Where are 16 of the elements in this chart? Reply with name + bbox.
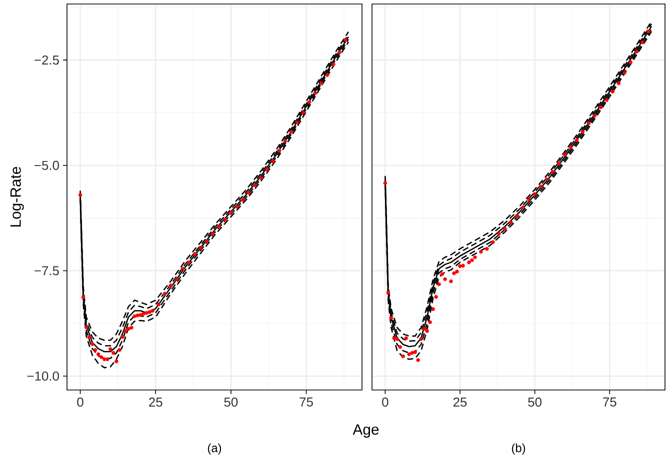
y-tick-label: −10.0 bbox=[27, 372, 59, 381]
x-tick-label: 50 bbox=[224, 398, 238, 407]
x-tick-label: 75 bbox=[603, 398, 616, 407]
x-tick-label: 0 bbox=[382, 398, 388, 407]
y-tick-label: −2.5 bbox=[34, 55, 59, 65]
x-axis-title: Age bbox=[352, 424, 379, 438]
text: (a) bbox=[208, 443, 222, 455]
text: (b) bbox=[512, 443, 526, 455]
x-tick-label: 25 bbox=[453, 398, 467, 407]
y-axis-title: Log-Rate bbox=[10, 166, 24, 227]
x-tick-label: 25 bbox=[149, 398, 162, 407]
x-tick-label: 0 bbox=[77, 398, 84, 407]
x-tick-label: 50 bbox=[528, 398, 542, 407]
x-tick-label: 75 bbox=[300, 398, 313, 407]
y-tick-label: −7.5 bbox=[34, 266, 59, 276]
y-tick-label: −5.0 bbox=[34, 160, 59, 170]
